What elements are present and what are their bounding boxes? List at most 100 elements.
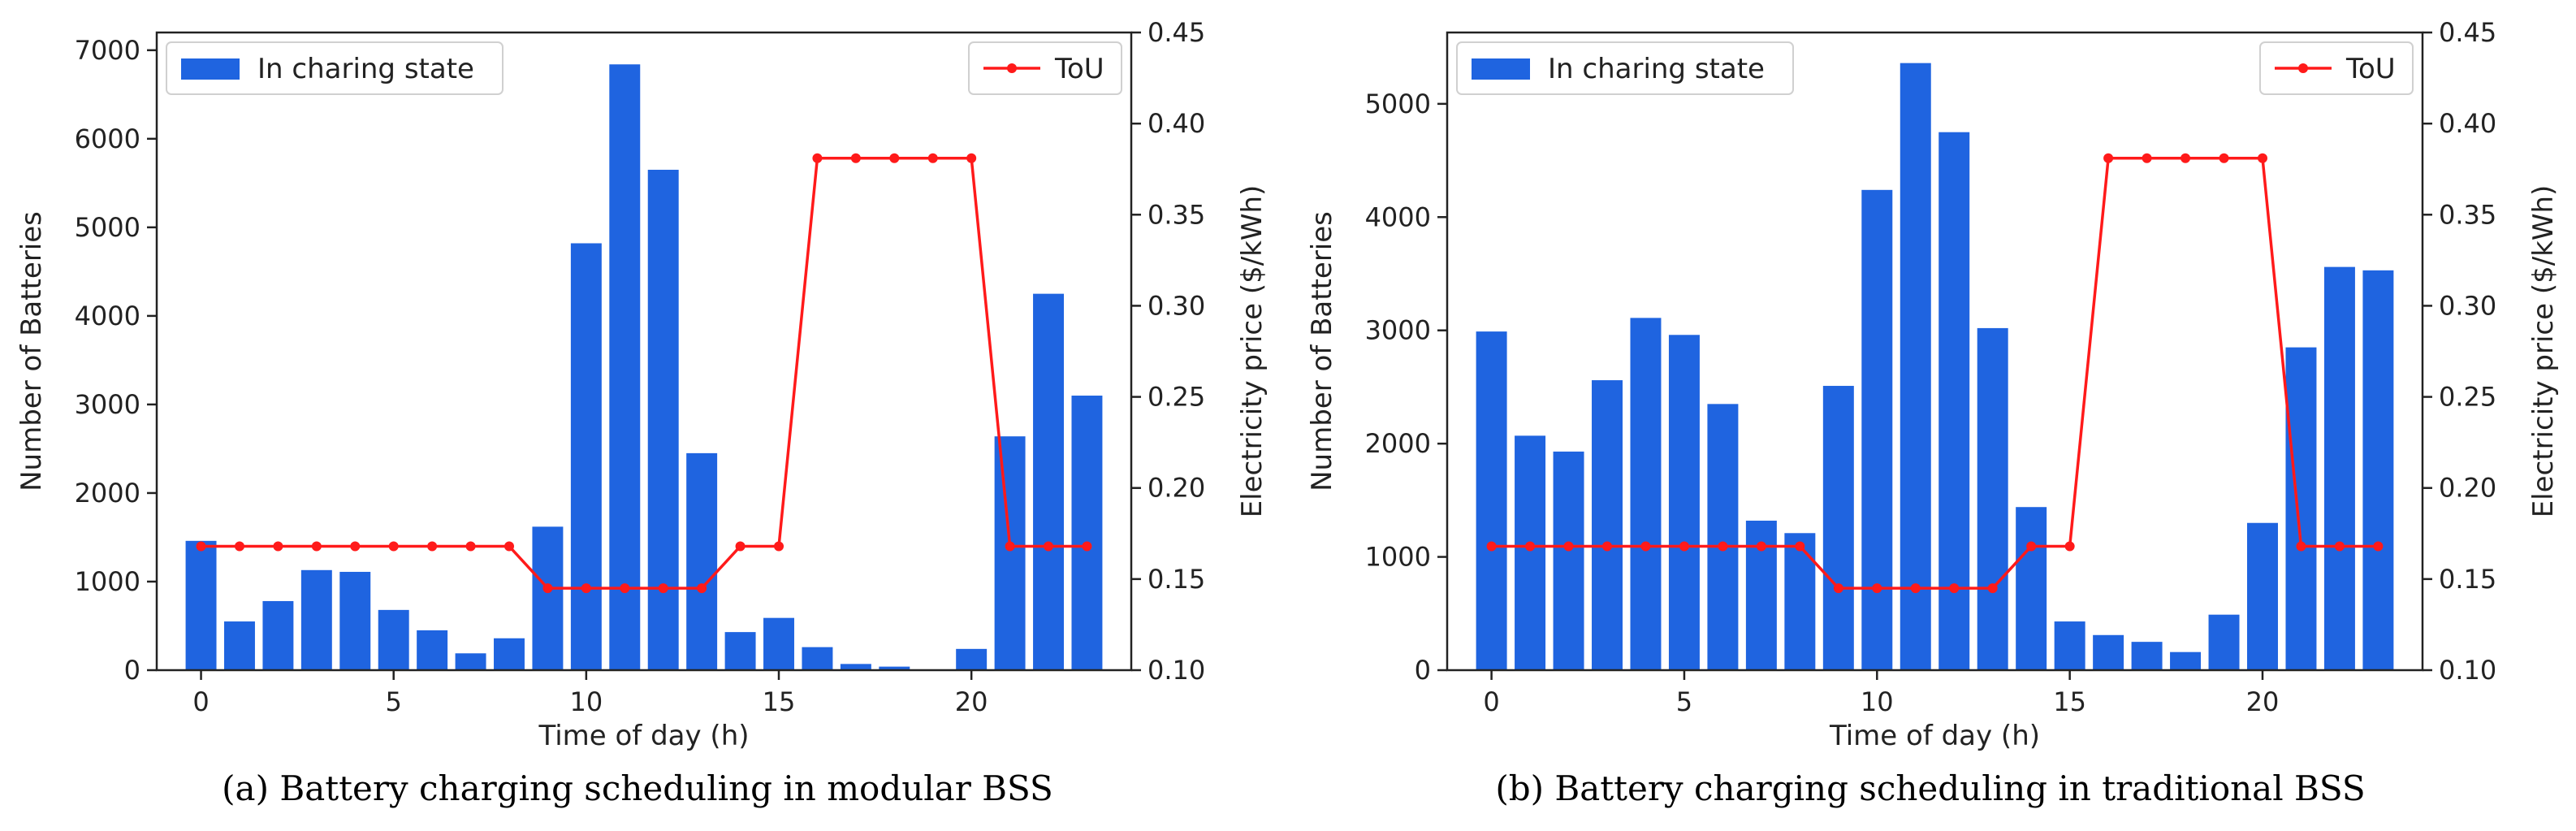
y-tick-label: 4000: [1365, 201, 1431, 232]
y-tick-label: 4000: [75, 301, 140, 331]
x-tick-label: 10: [569, 686, 603, 717]
y-tick-label: 2000: [1365, 428, 1431, 459]
y2-tick-label: 0.20: [1148, 473, 1205, 504]
bar: [570, 243, 602, 671]
y-tick-label: 3000: [1365, 315, 1431, 346]
bar: [2131, 642, 2163, 670]
tou-point: [1718, 541, 1728, 552]
tou-point: [504, 541, 514, 552]
tou-point: [1833, 583, 1843, 594]
legend-bar-swatch: [1472, 58, 1530, 80]
bar: [2016, 507, 2047, 670]
bar: [956, 648, 988, 670]
legend-line-label: ToU: [2345, 53, 2396, 85]
y-tick-label: 6000: [75, 123, 140, 154]
tou-point: [350, 541, 361, 552]
plot-frame: [155, 31, 1133, 672]
tou-point: [1082, 541, 1092, 552]
bar: [609, 64, 641, 670]
tou-point: [2296, 541, 2306, 552]
plot-frame: [1446, 31, 2424, 672]
legend-line: ToU: [968, 41, 1122, 95]
y2-tick-label: 0.40: [1148, 108, 1205, 139]
x-tick-label: 20: [955, 686, 988, 717]
bar: [1071, 396, 1103, 670]
y-tick-label: 5000: [75, 212, 140, 243]
bar: [1938, 132, 1970, 670]
bar: [378, 609, 409, 670]
y2-tick-label: 0.10: [2439, 655, 2496, 686]
y-axis-label: Number of Batteries: [15, 211, 48, 491]
tou-point: [1602, 541, 1613, 552]
y2-axis-label: Electricity price ($/kWh): [2527, 185, 2560, 518]
bar: [300, 569, 332, 670]
bar: [879, 666, 910, 670]
y-tick-label: 5000: [1365, 89, 1431, 119]
y2-tick-label: 0.10: [1148, 655, 1205, 686]
x-tick-label: 0: [192, 686, 209, 717]
tou-point: [658, 583, 668, 594]
bar: [455, 653, 486, 670]
x-tick-label: 15: [2053, 686, 2086, 717]
x-axis-label: Time of day (h): [1829, 720, 2040, 752]
tou-point: [850, 153, 861, 163]
figure-caption: (a) Battery charging scheduling in modul…: [222, 768, 1053, 808]
y2-tick-label: 0.15: [2439, 564, 2496, 595]
bar: [2093, 634, 2124, 670]
tou-point: [1640, 541, 1651, 552]
tou-point: [697, 583, 707, 594]
bar: [1668, 335, 1700, 670]
bar: [1861, 189, 1893, 671]
bar: [994, 436, 1026, 670]
tou-point: [1005, 541, 1015, 552]
y-tick-label: 0: [124, 655, 140, 686]
bar: [1900, 63, 1931, 670]
x-axis-label: Time of day (h): [538, 720, 749, 752]
tou-line: [1491, 157, 2379, 590]
chart-panel-a: 0 5 10 15 20 0 1000 2000 3000 4000 5000 6000 7000 0.1…: [15, 17, 1269, 808]
figure-caption: (b) Battery charging scheduling in tradi…: [1495, 768, 2365, 808]
y-tick-label: 7000: [75, 35, 140, 66]
bar: [262, 600, 294, 670]
y-tick-label: 1000: [75, 566, 140, 597]
tou-point: [465, 541, 476, 552]
bar: [1592, 380, 1623, 670]
y-tick-label: 2000: [75, 478, 140, 509]
tou-point: [620, 583, 630, 594]
tou-point: [1044, 541, 1054, 552]
y2-tick-label: 0.25: [2439, 382, 2496, 413]
tou-point: [311, 541, 322, 552]
legend-bar-swatch: [181, 58, 240, 80]
y2-tick-label: 0.30: [2439, 290, 2496, 321]
tou-point: [1679, 541, 1689, 552]
bar: [1822, 386, 1854, 670]
tou-point: [735, 541, 746, 552]
tou-point: [1910, 583, 1921, 594]
bar: [185, 540, 217, 670]
y2-axis-label: Electricity price ($/kWh): [1236, 185, 1269, 518]
bar: [1515, 435, 1546, 670]
bar: [763, 617, 794, 670]
x-tick-label: 5: [386, 686, 402, 717]
tou-point: [2026, 541, 2037, 552]
bar: [494, 638, 525, 670]
bar: [1476, 331, 1507, 670]
tou-point: [1872, 583, 1882, 594]
bar: [1784, 533, 1816, 670]
bar: [2054, 621, 2085, 670]
x-tick-label: 10: [1861, 686, 1894, 717]
bar: [2285, 347, 2317, 670]
bar: [686, 452, 718, 670]
bar: [2208, 614, 2240, 670]
tou-point: [1756, 541, 1766, 552]
tou-point: [388, 541, 399, 552]
legend-box: [2259, 41, 2414, 95]
tou-point: [1525, 541, 1536, 552]
x-tick-label: 15: [763, 686, 796, 717]
legend-box: [166, 41, 504, 95]
legend-bars: In charing state: [166, 41, 504, 95]
y-tick-label: 1000: [1365, 542, 1431, 573]
bar: [724, 632, 756, 670]
y2-tick-label: 0.35: [2439, 199, 2496, 230]
bar: [1553, 451, 1584, 670]
